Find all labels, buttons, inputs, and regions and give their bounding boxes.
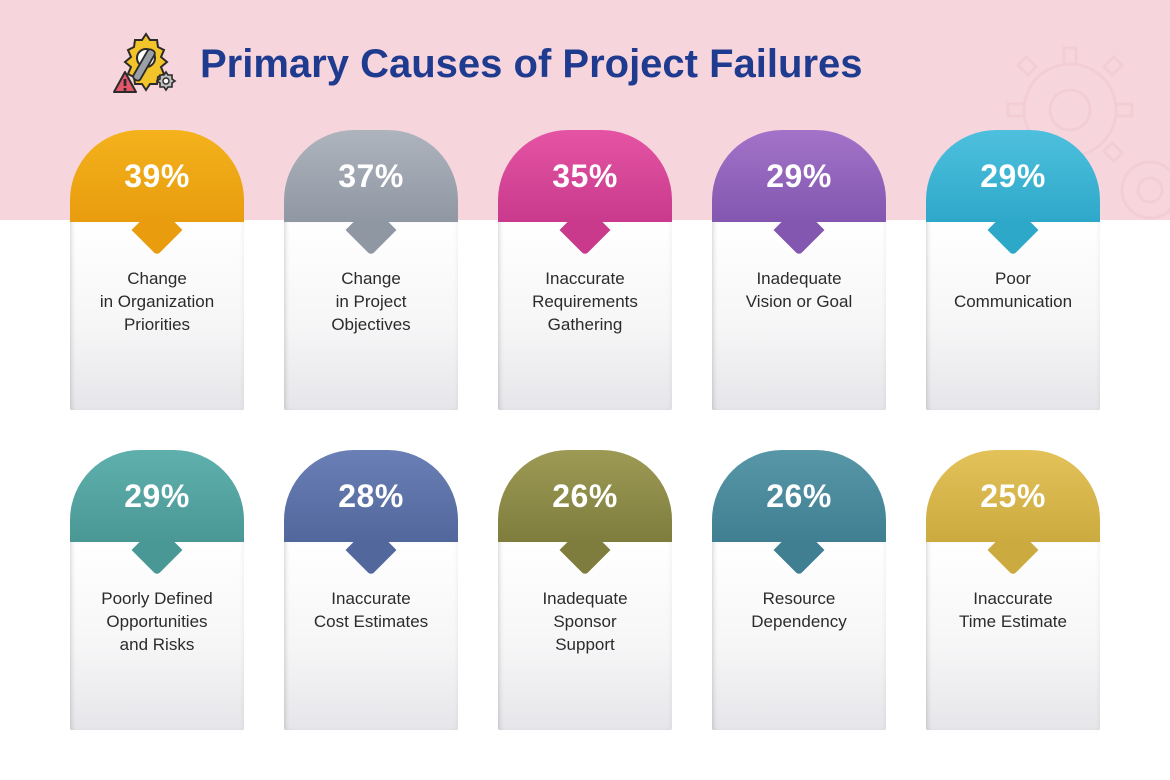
cards-grid: 39% Change in Organization Priorities 37% C…: [70, 130, 1100, 730]
card-cap: 37%: [284, 130, 458, 222]
header: Primary Causes of Project Failures: [0, 0, 1170, 100]
card-percentage: 29%: [766, 158, 832, 195]
failure-card: 25% Inaccurate Time Estimate: [926, 450, 1100, 730]
failure-card: 29% Inadequate Vision or Goal: [712, 130, 886, 410]
page-title: Primary Causes of Project Failures: [200, 42, 863, 87]
failure-card: 35% Inaccurate Requirements Gathering: [498, 130, 672, 410]
card-label: Poor Communication: [940, 268, 1086, 314]
card-cap: 29%: [70, 450, 244, 542]
failure-card: 26% Inadequate Sponsor Support: [498, 450, 672, 730]
failure-card: 37% Change in Project Objectives: [284, 130, 458, 410]
card-cap: 29%: [926, 130, 1100, 222]
card-cap: 28%: [284, 450, 458, 542]
failure-card: 29% Poorly Defined Opportunities and Risk…: [70, 450, 244, 730]
card-percentage: 35%: [552, 158, 618, 195]
failure-card: 26% Resource Dependency: [712, 450, 886, 730]
failure-card: 29% Poor Communication: [926, 130, 1100, 410]
card-percentage: 29%: [124, 478, 190, 515]
card-percentage: 25%: [980, 478, 1046, 515]
card-cap: 29%: [712, 130, 886, 222]
failure-card: 39% Change in Organization Priorities: [70, 130, 244, 410]
failure-card: 28% Inaccurate Cost Estimates: [284, 450, 458, 730]
card-cap: 39%: [70, 130, 244, 222]
card-cap: 26%: [498, 450, 672, 542]
card-percentage: 26%: [552, 478, 618, 515]
card-percentage: 37%: [338, 158, 404, 195]
card-label: Inadequate Vision or Goal: [732, 268, 866, 314]
card-label: Inaccurate Time Estimate: [945, 588, 1081, 634]
card-cap: 35%: [498, 130, 672, 222]
card-label: Inaccurate Requirements Gathering: [518, 268, 652, 337]
card-label: Inadequate Sponsor Support: [528, 588, 641, 657]
card-percentage: 28%: [338, 478, 404, 515]
failure-icon: [110, 28, 182, 100]
card-percentage: 29%: [980, 158, 1046, 195]
card-label: Change in Organization Priorities: [86, 268, 228, 337]
card-label: Inaccurate Cost Estimates: [300, 588, 442, 634]
card-percentage: 26%: [766, 478, 832, 515]
card-label: Resource Dependency: [737, 588, 860, 634]
card-cap: 25%: [926, 450, 1100, 542]
card-label: Poorly Defined Opportunities and Risks: [87, 588, 227, 657]
card-percentage: 39%: [124, 158, 190, 195]
card-cap: 26%: [712, 450, 886, 542]
card-label: Change in Project Objectives: [317, 268, 424, 337]
